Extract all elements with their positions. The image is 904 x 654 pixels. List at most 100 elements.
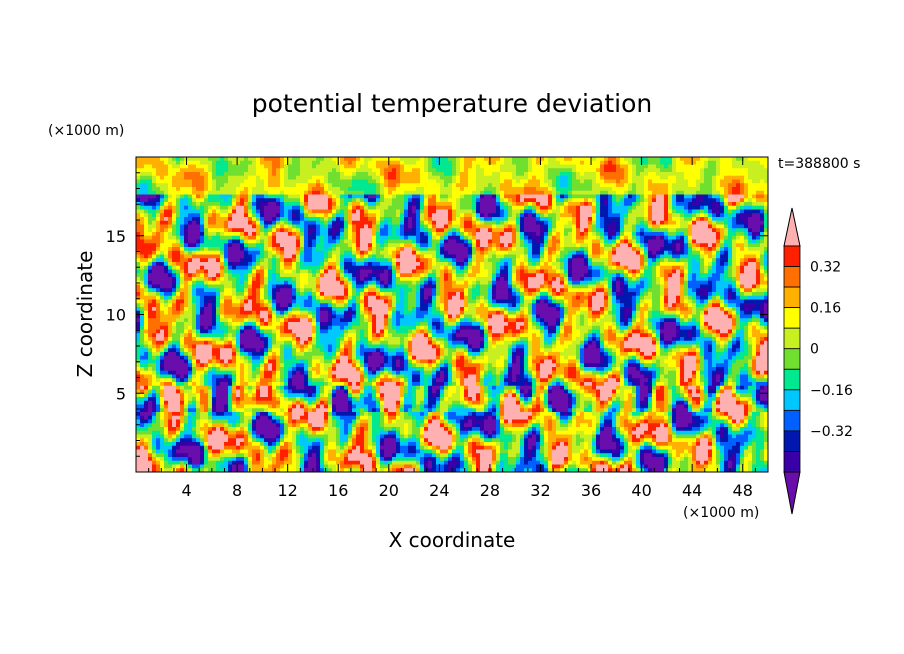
- field-cell: [140, 160, 145, 166]
- field-cell: [200, 168, 205, 173]
- field-cell: [192, 258, 197, 263]
- field-cell: [524, 179, 529, 184]
- field-cell: [396, 172, 401, 177]
- field-cell: [556, 254, 561, 259]
- field-cell: [412, 243, 417, 248]
- field-cell: [600, 164, 605, 169]
- field-cell: [212, 258, 217, 263]
- field-cell: [684, 190, 689, 196]
- field-cell: [224, 183, 229, 188]
- field-cell: [340, 232, 345, 237]
- field-cell: [708, 205, 713, 211]
- field-cell: [216, 269, 221, 274]
- field-cell: [724, 232, 729, 237]
- field-cell: [388, 179, 393, 184]
- field-cell: [456, 205, 461, 211]
- field-cell: [176, 262, 181, 267]
- field-cell: [368, 262, 373, 267]
- field-cell: [472, 175, 477, 181]
- field-cell: [472, 269, 477, 274]
- field-cell: [220, 273, 225, 278]
- field-cell: [604, 254, 609, 259]
- field-cell: [516, 269, 521, 274]
- field-cell: [688, 239, 693, 244]
- field-cell: [748, 228, 753, 233]
- field-cell: [640, 228, 645, 233]
- field-cell: [500, 228, 505, 233]
- field-cell: [176, 179, 181, 184]
- field-cell: [480, 235, 485, 241]
- field-cell: [176, 209, 181, 214]
- field-cell: [452, 187, 457, 192]
- field-cell: [288, 172, 293, 177]
- field-cell: [752, 213, 757, 218]
- field-cell: [304, 250, 309, 256]
- field-cell: [376, 228, 381, 233]
- field-cell: [376, 254, 381, 259]
- field-cell: [544, 179, 549, 184]
- field-cell: [544, 224, 549, 229]
- field-cell: [176, 213, 181, 218]
- field-cell: [628, 228, 633, 233]
- field-cell: [744, 202, 749, 207]
- field-cell: [440, 157, 445, 162]
- field-cell: [332, 250, 337, 256]
- field-cell: [604, 235, 609, 241]
- field-cell: [764, 179, 768, 184]
- field-cell: [520, 187, 525, 192]
- field-cell: [320, 168, 325, 173]
- field-cell: [280, 209, 285, 214]
- field-cell: [292, 213, 297, 218]
- field-cell: [728, 228, 733, 233]
- field-cell: [636, 179, 641, 184]
- field-cell: [196, 217, 201, 222]
- field-cell: [180, 239, 185, 244]
- field-cell: [476, 243, 481, 248]
- field-cell: [744, 247, 749, 252]
- field-cell: [644, 247, 649, 252]
- field-cell: [448, 168, 453, 173]
- field-cell: [180, 198, 185, 203]
- field-cell: [452, 232, 457, 237]
- field-cell: [428, 228, 433, 233]
- field-cell: [696, 232, 701, 237]
- field-cell: [288, 232, 293, 237]
- field-cell: [336, 172, 341, 177]
- field-cell: [160, 172, 165, 177]
- field-cell: [216, 183, 221, 188]
- chart-title: potential temperature deviation: [252, 89, 652, 118]
- field-cell: [220, 265, 225, 271]
- field-cell: [216, 235, 221, 241]
- field-cell: [752, 232, 757, 237]
- field-cell: [264, 254, 269, 259]
- field-cell: [660, 175, 665, 181]
- field-cell: [468, 160, 473, 166]
- field-cell: [436, 262, 441, 267]
- field-cell: [136, 243, 141, 248]
- field-cell: [224, 239, 229, 244]
- field-cell: [436, 202, 441, 207]
- field-cell: [316, 224, 321, 229]
- field-cell: [684, 168, 689, 173]
- field-cell: [224, 160, 229, 166]
- field-cell: [464, 194, 469, 199]
- field-cell: [540, 258, 545, 263]
- field-cell: [628, 205, 633, 211]
- field-cell: [484, 194, 489, 199]
- field-cell: [600, 265, 605, 271]
- field-cell: [176, 164, 181, 169]
- field-cell: [492, 164, 497, 169]
- field-cell: [376, 247, 381, 252]
- field-cell: [428, 254, 433, 259]
- field-cell: [496, 262, 501, 267]
- field-cell: [356, 209, 361, 214]
- field-cell: [600, 190, 605, 196]
- field-cell: [460, 164, 465, 169]
- field-cell: [280, 254, 285, 259]
- field-cell: [660, 209, 665, 214]
- field-cell: [432, 157, 437, 162]
- field-cell: [540, 220, 545, 226]
- field-cell: [576, 179, 581, 184]
- field-cell: [276, 247, 281, 252]
- field-cell: [628, 224, 633, 229]
